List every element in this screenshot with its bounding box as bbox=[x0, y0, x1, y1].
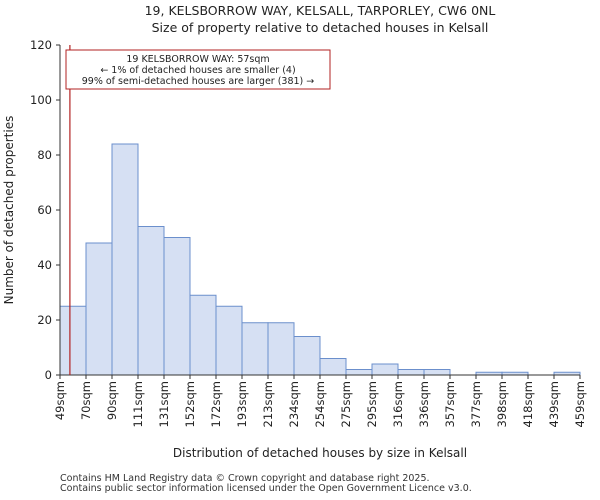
x-tick-label-398sqm: 398sqm bbox=[495, 381, 509, 427]
bar-90sqm bbox=[111, 143, 139, 376]
x-tick-label-234sqm: 234sqm bbox=[287, 381, 301, 427]
x-tick-label-439sqm: 439sqm bbox=[547, 381, 561, 427]
x-tick-label-172sqm: 172sqm bbox=[209, 381, 223, 427]
bar-336sqm bbox=[423, 369, 451, 376]
x-tick-label-357sqm: 357sqm bbox=[443, 381, 457, 427]
y-tick-label-80: 80 bbox=[37, 148, 52, 162]
x-tick-label-213sqm: 213sqm bbox=[261, 381, 275, 427]
annotation-line-3: 99% of semi-detached houses are larger (… bbox=[82, 76, 315, 87]
y-tick-label-0: 0 bbox=[45, 368, 52, 382]
bars-group bbox=[59, 143, 581, 376]
bar-254sqm bbox=[319, 358, 347, 376]
x-tick-label-316sqm: 316sqm bbox=[391, 381, 405, 427]
annotation-box: 19 KELSBORROW WAY: 57sqm ← 1% of detache… bbox=[65, 49, 331, 90]
bar-152sqm bbox=[189, 294, 217, 376]
x-tick-label-254sqm: 254sqm bbox=[313, 381, 327, 427]
axes-group: 0 20 40 60 80 100 120 49sqm 70sqm 90sqm 111sqm 131s… bbox=[30, 38, 587, 427]
x-tick-label-459sqm: 459sqm bbox=[573, 381, 587, 427]
annotation-frame bbox=[65, 49, 331, 90]
bar-131sqm bbox=[163, 237, 191, 376]
x-tick-label-336sqm: 336sqm bbox=[417, 381, 431, 427]
annotation-line-2: ← 1% of detached houses are smaller (4) bbox=[100, 65, 295, 76]
chart-subtitle: Size of property relative to detached ho… bbox=[152, 20, 489, 35]
bar-213sqm bbox=[267, 322, 295, 376]
footer-line-2: Contains public sector information licen… bbox=[60, 483, 472, 494]
x-tick-label-131sqm: 131sqm bbox=[157, 381, 171, 427]
bar-70sqm bbox=[85, 242, 113, 376]
x-tick-label-152sqm: 152sqm bbox=[183, 381, 197, 427]
x-tick-label-418sqm: 418sqm bbox=[521, 381, 535, 427]
y-tick-label-100: 100 bbox=[30, 93, 52, 107]
y-tick-label-20: 20 bbox=[37, 313, 52, 327]
x-tick-label-70sqm: 70sqm bbox=[79, 381, 93, 420]
bar-172sqm bbox=[215, 305, 243, 376]
x-axis-label: Distribution of detached houses by size … bbox=[173, 446, 467, 460]
bar-234sqm bbox=[293, 336, 321, 376]
x-tick-label-275sqm: 275sqm bbox=[339, 381, 353, 427]
bar-275sqm bbox=[345, 369, 373, 376]
x-tick-label-295sqm: 295sqm bbox=[365, 381, 379, 427]
x-tick-label-90sqm: 90sqm bbox=[105, 381, 119, 420]
y-tick-label-60: 60 bbox=[37, 203, 52, 217]
x-tick-label-193sqm: 193sqm bbox=[235, 381, 249, 427]
footer-line-1: Contains HM Land Registry data © Crown c… bbox=[60, 473, 430, 484]
x-tick-label-377sqm: 377sqm bbox=[469, 381, 483, 427]
y-tick-label-120: 120 bbox=[30, 38, 52, 52]
annotation-line-1: 19 KELSBORROW WAY: 57sqm bbox=[126, 54, 269, 65]
bar-316sqm bbox=[397, 369, 425, 376]
chart-title: 19, KELSBORROW WAY, KELSALL, TARPORLEY, … bbox=[145, 3, 496, 18]
x-tick-label-111sqm: 111sqm bbox=[131, 381, 145, 427]
y-axis-label: Number of detached properties bbox=[2, 116, 16, 305]
bar-193sqm bbox=[241, 322, 269, 376]
bar-111sqm bbox=[137, 226, 165, 376]
x-tick-label-49sqm: 49sqm bbox=[53, 381, 67, 420]
y-tick-label-40: 40 bbox=[37, 258, 52, 272]
bar-295sqm bbox=[371, 363, 399, 376]
bar-49sqm bbox=[59, 305, 87, 376]
